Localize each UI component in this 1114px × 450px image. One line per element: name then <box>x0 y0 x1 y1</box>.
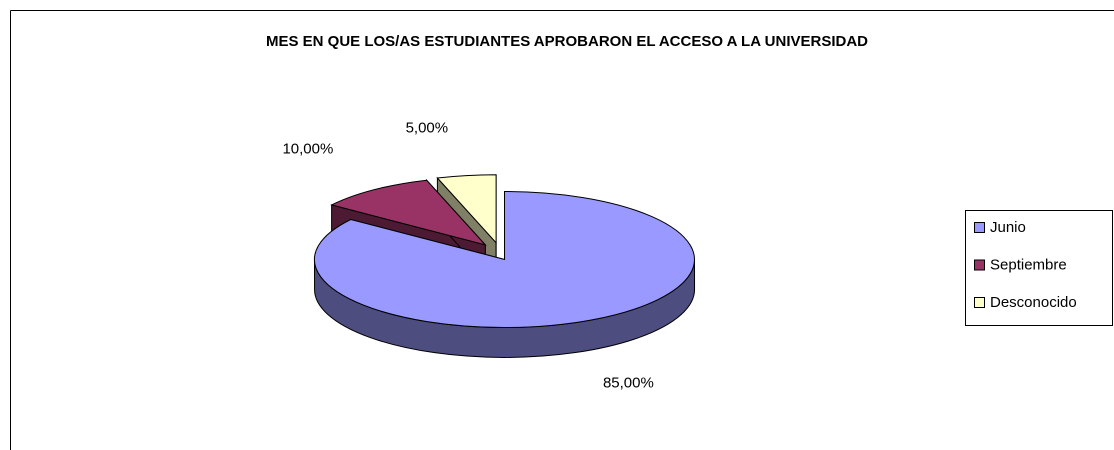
slice-top <box>330 179 487 246</box>
legend-swatch <box>974 259 985 271</box>
data-label: 85,00% <box>603 374 654 391</box>
data-label: 10,00% <box>282 141 333 158</box>
legend-label: Septiembre <box>990 256 1067 273</box>
legend-box <box>965 210 1113 326</box>
chart-title: MES EN QUE LOS/AS ESTUDIANTES APROBARON … <box>266 33 868 50</box>
legend-swatch <box>974 297 985 308</box>
legend-label: Desconocido <box>990 294 1077 311</box>
legend-swatch <box>974 222 985 233</box>
slice-top <box>436 174 497 244</box>
pie-slice <box>314 190 696 358</box>
slice-top <box>314 190 695 328</box>
legend-label: Junio <box>990 219 1026 236</box>
data-label: 5,00% <box>406 120 449 137</box>
